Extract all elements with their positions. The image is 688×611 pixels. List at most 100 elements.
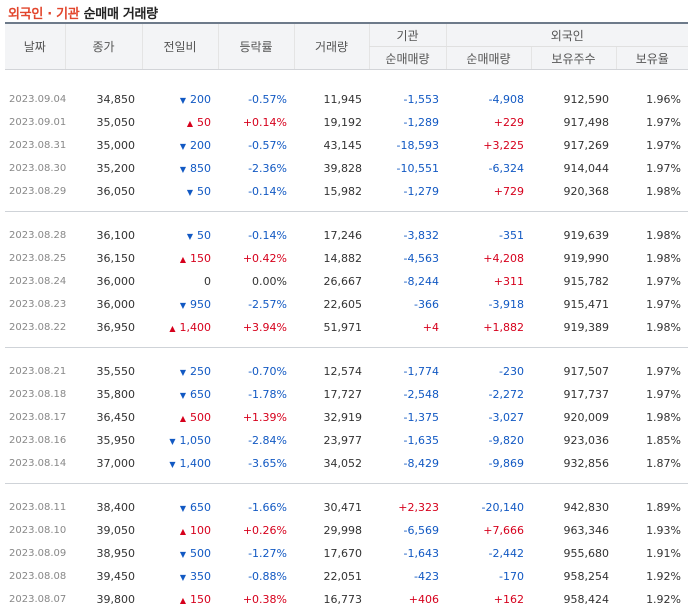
cell-ratio: 1.97%: [616, 270, 688, 293]
cell-change: ▼200: [142, 134, 218, 157]
col-group-foreign: 외국인: [446, 23, 688, 47]
cell-holdings: 955,680: [531, 542, 616, 565]
cell-ratio: 1.98%: [616, 406, 688, 429]
row-spacer: [5, 339, 688, 348]
cell-close: 37,000: [65, 452, 142, 475]
cell-foreign-net: +1,882: [446, 316, 531, 339]
row-spacer: [5, 484, 688, 496]
cell-close: 39,450: [65, 565, 142, 588]
cell-holdings: 958,254: [531, 565, 616, 588]
cell-date: 2023.08.22: [5, 316, 65, 339]
cell-ratio: 1.98%: [616, 316, 688, 339]
cell-ratio: 1.98%: [616, 180, 688, 203]
cell-ratio: 1.97%: [616, 383, 688, 406]
triangle-down-icon: ▼: [180, 391, 186, 400]
cell-holdings: 917,498: [531, 111, 616, 134]
col-group-institution: 기관: [369, 23, 446, 47]
cell-ratio: 1.85%: [616, 429, 688, 452]
cell-rate: -0.57%: [218, 88, 294, 111]
change-value: 1,050: [180, 434, 212, 447]
cell-holdings: 923,036: [531, 429, 616, 452]
cell-close: 35,800: [65, 383, 142, 406]
cell-rate: +1.39%: [218, 406, 294, 429]
cell-change: ▲1,400: [142, 316, 218, 339]
cell-date: 2023.09.04: [5, 88, 65, 111]
cell-date: 2023.08.14: [5, 452, 65, 475]
change-value: 200: [190, 139, 211, 152]
cell-close: 36,050: [65, 180, 142, 203]
triangle-up-icon: ▲: [187, 119, 193, 128]
cell-change: ▼350: [142, 565, 218, 588]
triangle-up-icon: ▲: [169, 324, 175, 333]
cell-volume: 39,828: [294, 157, 369, 180]
cell-inst-net: -1,643: [369, 542, 446, 565]
cell-rate: -0.88%: [218, 565, 294, 588]
cell-rate: -1.78%: [218, 383, 294, 406]
cell-inst-net: -1,553: [369, 88, 446, 111]
cell-close: 35,000: [65, 134, 142, 157]
cell-close: 34,850: [65, 88, 142, 111]
cell-inst-net: -423: [369, 565, 446, 588]
cell-rate: -2.57%: [218, 293, 294, 316]
cell-volume: 17,246: [294, 224, 369, 247]
cell-foreign-net: +7,666: [446, 519, 531, 542]
cell-inst-net: -1,774: [369, 360, 446, 383]
cell-rate: 0.00%: [218, 270, 294, 293]
cell-date: 2023.08.09: [5, 542, 65, 565]
cell-volume: 17,670: [294, 542, 369, 565]
cell-ratio: 1.97%: [616, 293, 688, 316]
triangle-down-icon: ▼: [180, 504, 186, 513]
cell-ratio: 1.97%: [616, 134, 688, 157]
cell-close: 39,800: [65, 588, 142, 611]
cell-close: 35,050: [65, 111, 142, 134]
cell-volume: 12,574: [294, 360, 369, 383]
col-foreign-net: 순매매량: [446, 47, 531, 70]
col-volume: 거래량: [294, 23, 369, 70]
col-holdings: 보유주수: [531, 47, 616, 70]
cell-date: 2023.08.28: [5, 224, 65, 247]
row-spacer: [5, 70, 688, 89]
cell-ratio: 1.96%: [616, 88, 688, 111]
table-header: 날짜 종가 전일비 등락률 거래량 기관 외국인 순매매량 순매매량 보유주수 …: [5, 23, 688, 70]
investor-trading-table: 날짜 종가 전일비 등락률 거래량 기관 외국인 순매매량 순매매량 보유주수 …: [5, 22, 688, 611]
cell-foreign-net: +229: [446, 111, 531, 134]
cell-inst-net: -2,548: [369, 383, 446, 406]
cell-ratio: 1.92%: [616, 588, 688, 611]
cell-foreign-net: +729: [446, 180, 531, 203]
cell-ratio: 1.87%: [616, 452, 688, 475]
cell-change: ▼ 650: [142, 496, 218, 519]
triangle-down-icon: ▼: [187, 188, 193, 197]
cell-inst-net: +406: [369, 588, 446, 611]
cell-ratio: 1.98%: [616, 224, 688, 247]
cell-volume: 14,882: [294, 247, 369, 270]
cell-foreign-net: -230: [446, 360, 531, 383]
change-value: 150: [190, 593, 211, 606]
row-spacer: [5, 348, 688, 360]
cell-volume: 11,945: [294, 88, 369, 111]
change-value: 150: [190, 252, 211, 265]
cell-holdings: 917,507: [531, 360, 616, 383]
cell-change: ▼650: [142, 383, 218, 406]
cell-inst-net: -8,429: [369, 452, 446, 475]
cell-holdings: 932,856: [531, 452, 616, 475]
cell-volume: 51,971: [294, 316, 369, 339]
cell-volume: 34,052: [294, 452, 369, 475]
cell-foreign-net: -351: [446, 224, 531, 247]
change-value: 350: [190, 570, 211, 583]
change-value: 650: [190, 501, 211, 514]
cell-rate: +0.14%: [218, 111, 294, 134]
cell-foreign-net: -3,918: [446, 293, 531, 316]
cell-date: 2023.08.29: [5, 180, 65, 203]
cell-close: 35,200: [65, 157, 142, 180]
cell-foreign-net: -9,820: [446, 429, 531, 452]
cell-date: 2023.08.11: [5, 496, 65, 519]
